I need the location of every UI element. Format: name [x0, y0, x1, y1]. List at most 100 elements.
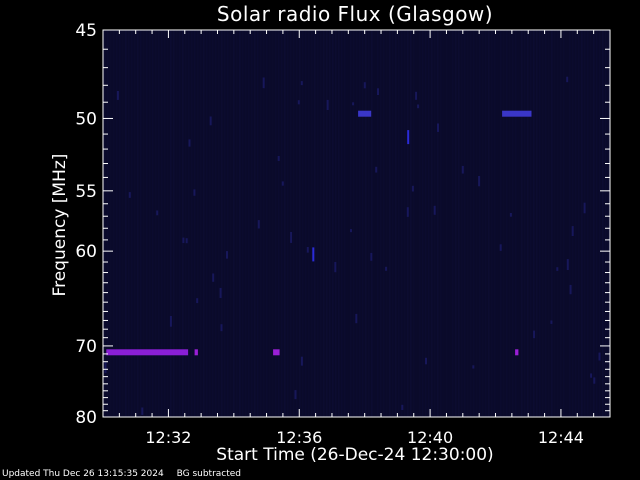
noise-column [200, 30, 202, 417]
noise-speck [583, 202, 586, 214]
noise-speck [290, 232, 293, 243]
noise-column [392, 30, 394, 417]
noise-column [257, 30, 259, 417]
noise-speck [116, 91, 119, 100]
noise-speck [193, 189, 196, 196]
noise-column [242, 30, 244, 417]
noise-speck [209, 116, 212, 126]
noise-column [317, 30, 319, 417]
noise-column [362, 30, 364, 417]
noise-column [188, 30, 190, 417]
noise-speck [598, 352, 601, 361]
noise-column [524, 30, 526, 417]
noise-speck [219, 287, 222, 298]
feature-band [194, 349, 198, 356]
noise-speck [306, 247, 309, 253]
noise-speck [104, 362, 107, 373]
noise-column [173, 30, 175, 417]
noise-column [116, 30, 118, 417]
noise-speck [415, 91, 418, 100]
y-axis: 45 50 55 60 70 80 [75, 21, 610, 428]
feature-spike [312, 247, 315, 262]
noise-column [368, 30, 370, 417]
noise-speck [401, 404, 404, 411]
noise-column [266, 30, 268, 417]
noise-column [470, 30, 472, 417]
noise-column [551, 30, 553, 417]
noise-column [308, 30, 310, 417]
noise-speck [566, 259, 569, 271]
noise-column [485, 30, 487, 417]
noise-column [326, 30, 328, 417]
noise-column [341, 30, 343, 417]
noise-column [113, 30, 115, 417]
noise-speck [294, 390, 297, 400]
noise-column [581, 30, 583, 417]
noise-speck [417, 104, 420, 109]
y-tick-label: 50 [75, 109, 97, 129]
noise-column [278, 30, 280, 417]
noise-speck [472, 365, 475, 369]
noise-column [206, 30, 208, 417]
noise-column [155, 30, 157, 417]
noise-speck [262, 77, 265, 89]
noise-speck [169, 316, 172, 327]
noise-column [209, 30, 211, 417]
noise-speck [375, 166, 378, 173]
noise-column [344, 30, 346, 417]
noise-column [422, 30, 424, 417]
noise-column [137, 30, 139, 417]
noise-speck [377, 88, 379, 96]
noise-column [323, 30, 325, 417]
noise-column [350, 30, 352, 417]
noise-column [395, 30, 397, 417]
noise-speck [478, 176, 481, 187]
y-tick-label: 60 [75, 242, 97, 262]
noise-speck [128, 192, 131, 198]
noise-column [260, 30, 262, 417]
noise-column [167, 30, 169, 417]
noise-column [233, 30, 235, 417]
noise-speck [226, 251, 228, 259]
noise-column [566, 30, 568, 417]
noise-column [473, 30, 475, 417]
noise-column [563, 30, 565, 417]
noise-column [434, 30, 436, 417]
noise-column [419, 30, 421, 417]
noise-column [371, 30, 373, 417]
noise-column [374, 30, 376, 417]
x-axis: 12:32 12:36 12:40 12:44 [118, 30, 595, 447]
noise-column [401, 30, 403, 417]
noise-column [389, 30, 391, 417]
noise-column [293, 30, 295, 417]
noise-speck [352, 102, 355, 106]
noise-column [377, 30, 379, 417]
noise-column [446, 30, 448, 417]
chart-title: Solar radio Flux (Glasgow) [216, 2, 494, 26]
noise-column [608, 30, 610, 417]
noise-column [572, 30, 574, 417]
noise-column [104, 30, 106, 417]
noise-speck [355, 313, 358, 324]
noise-column [425, 30, 427, 417]
footer-status: Updated Thu Dec 26 13:15:35 2024 BG subt… [2, 469, 251, 479]
noise-speck [556, 267, 559, 271]
noise-column [149, 30, 151, 417]
heatmap-area [103, 30, 610, 417]
noise-column [284, 30, 286, 417]
noise-column [437, 30, 439, 417]
noise-speck [370, 252, 373, 261]
noise-column [416, 30, 418, 417]
noise-column [320, 30, 322, 417]
noise-speck [385, 266, 388, 271]
noise-column [146, 30, 148, 417]
noise-column [398, 30, 400, 417]
x-tick-label: 12:36 [276, 428, 322, 447]
noise-column [221, 30, 223, 417]
noise-column [383, 30, 385, 417]
noise-column [254, 30, 256, 417]
noise-speck [212, 273, 215, 282]
noise-column [290, 30, 292, 417]
noise-column [227, 30, 229, 417]
